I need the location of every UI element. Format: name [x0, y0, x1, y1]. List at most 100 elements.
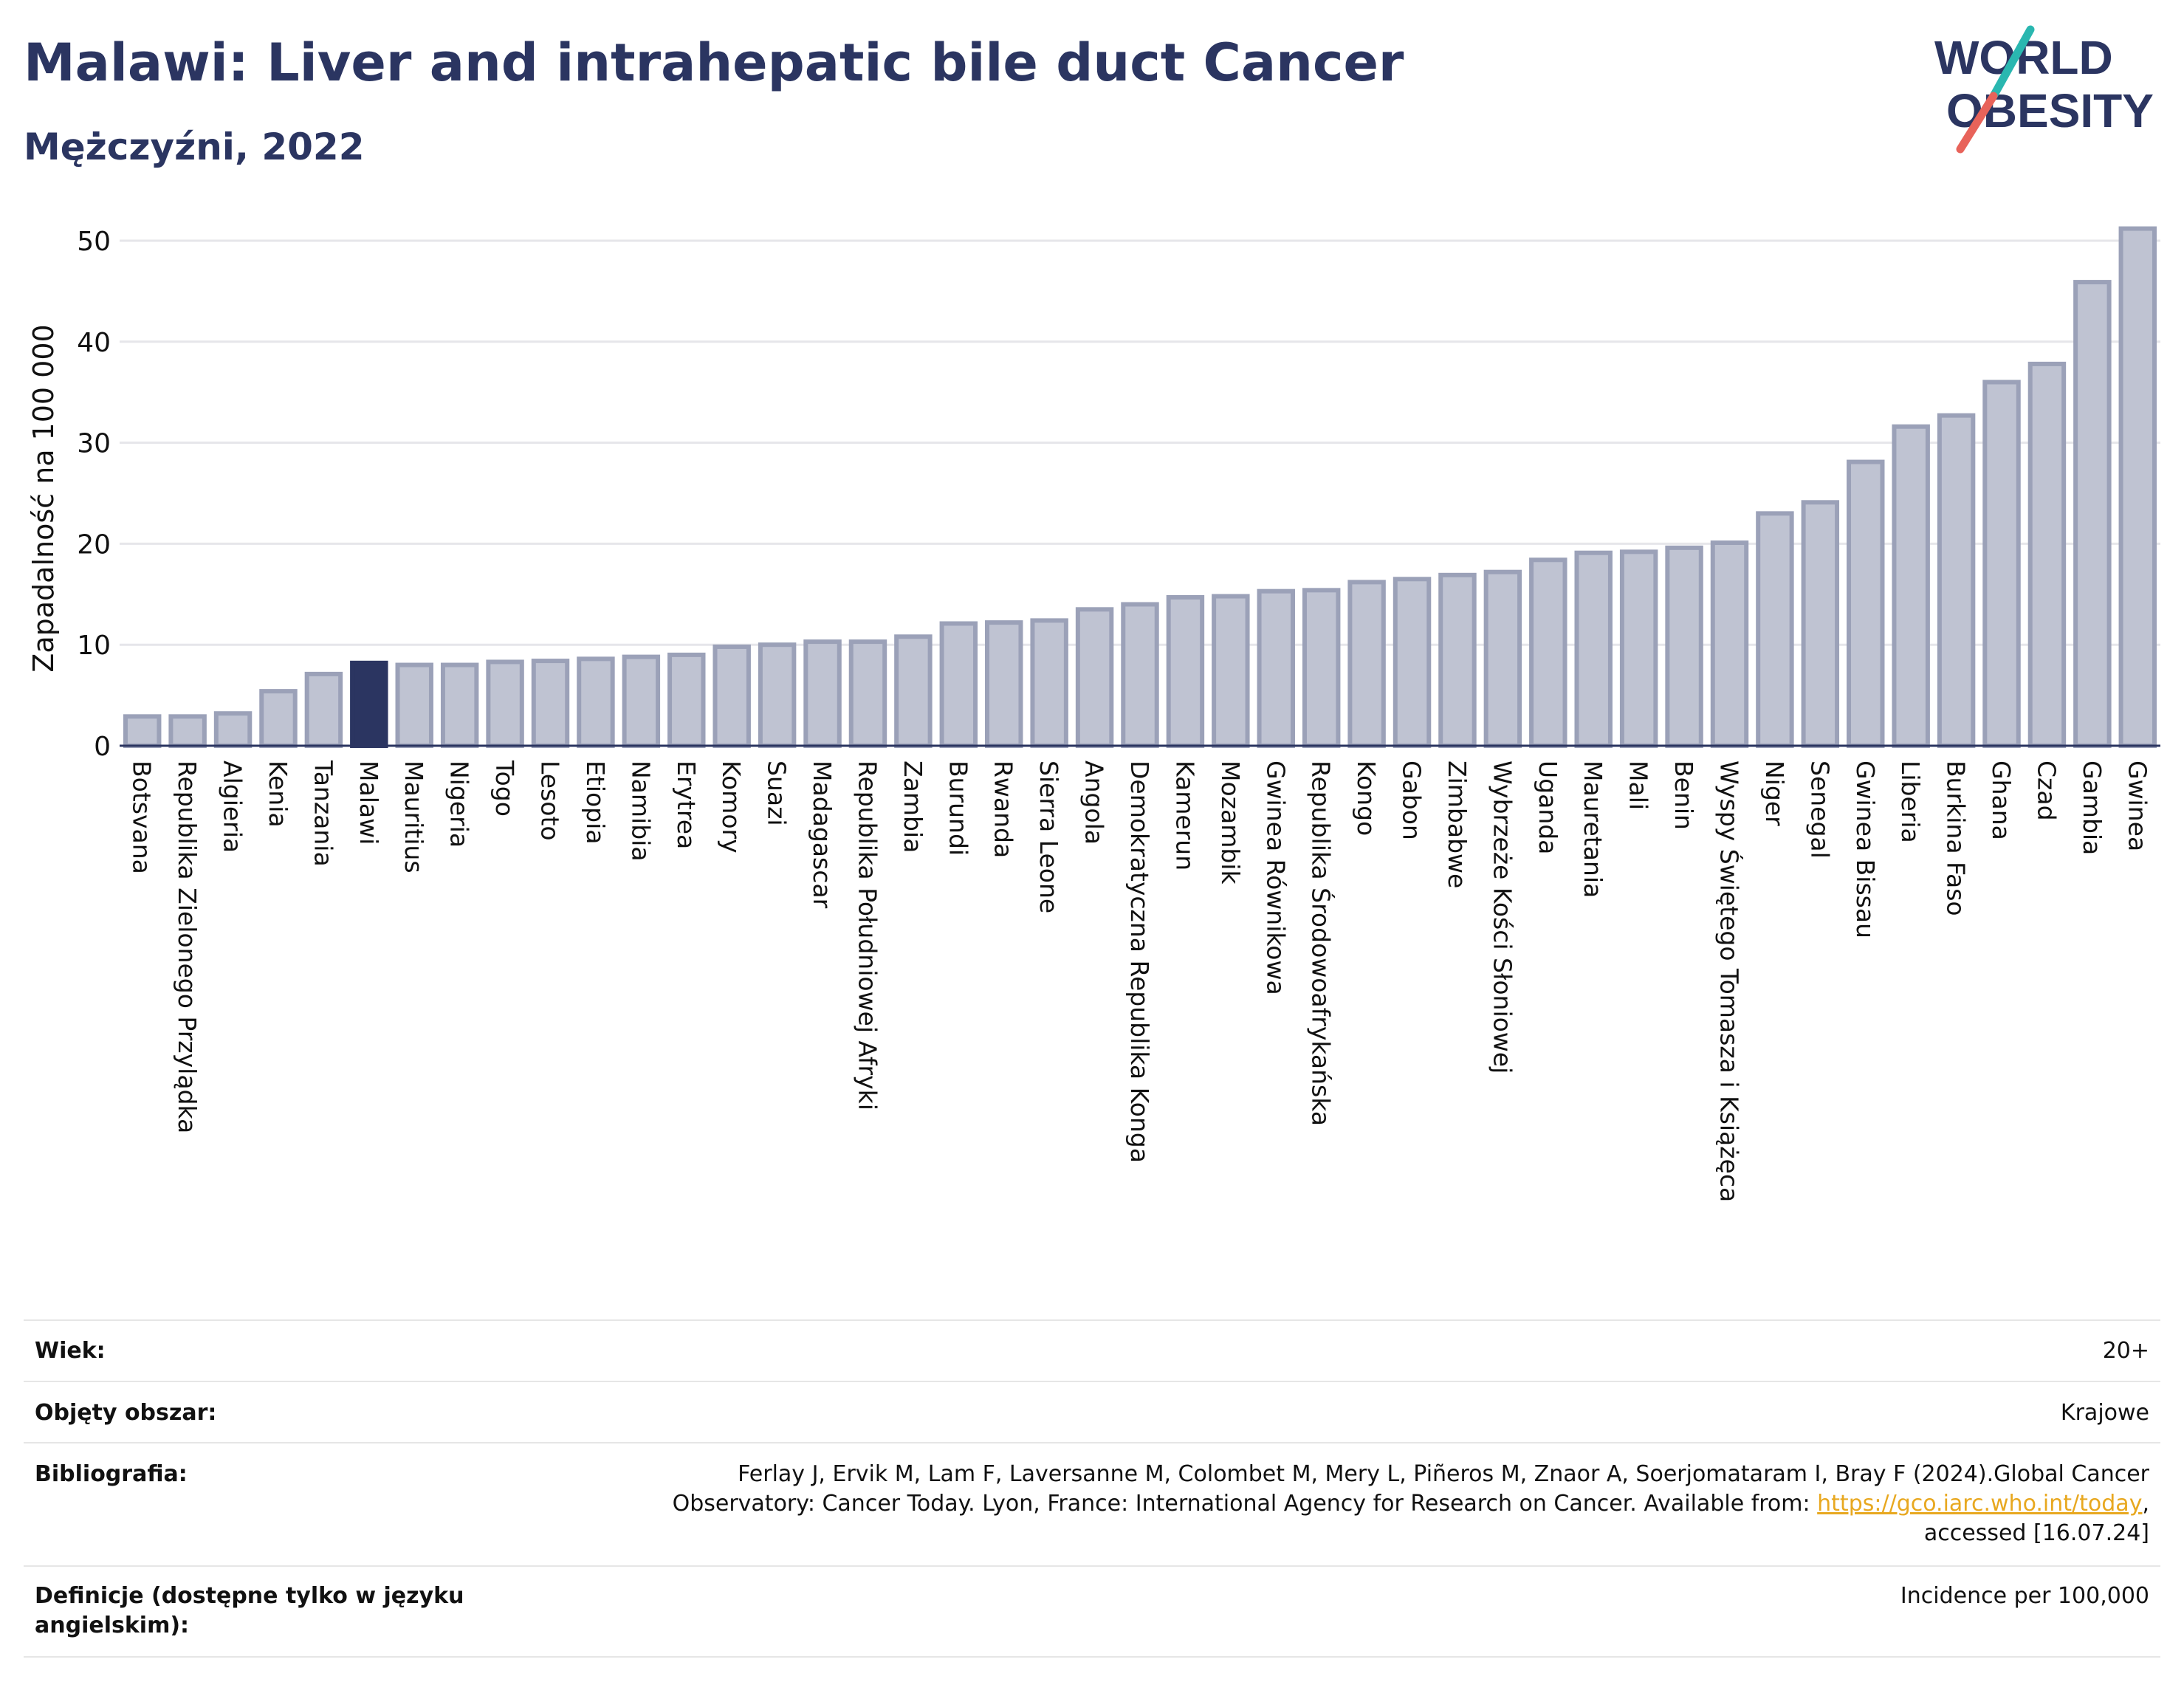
x-tick-label: Ghana: [1987, 761, 2016, 840]
bar-tanzania[interactable]: [304, 671, 343, 749]
meta-age-label: Wiek:: [35, 1338, 106, 1364]
x-tick-label: Suazi: [763, 761, 791, 826]
x-tick-label: Botsvana: [128, 761, 157, 874]
bar-mauritius[interactable]: [395, 662, 433, 748]
bar-burkina-faso[interactable]: [1937, 413, 1976, 748]
x-tick-label: Czad: [2032, 761, 2061, 821]
bar-sierra-leone[interactable]: [1030, 618, 1068, 748]
y-tick-label: 50: [77, 227, 111, 257]
bar-benin[interactable]: [1665, 545, 1703, 748]
bar-czad[interactable]: [2027, 361, 2067, 748]
bar-etiopia[interactable]: [577, 656, 615, 748]
bar-madagascar[interactable]: [803, 639, 842, 749]
bar-gambia[interactable]: [2073, 280, 2112, 748]
bar-suazi[interactable]: [758, 642, 797, 749]
bibliography-link[interactable]: https://gco.iarc.who.int/today: [1817, 1491, 2143, 1517]
x-tick-label: Malawi: [354, 761, 383, 845]
divider: [24, 1656, 2160, 1658]
x-tick-label: Erytrea: [672, 761, 701, 849]
bar-togo[interactable]: [486, 659, 524, 748]
bar-burundi[interactable]: [939, 621, 978, 748]
x-tick-label: Mauretania: [1579, 761, 1607, 898]
meta-def-value: Incidence per 100,000: [1900, 1583, 2149, 1609]
bar-botsvana[interactable]: [123, 714, 162, 749]
x-tick-label: Wyspy Świętego Tomasza i Książęca: [1714, 761, 1744, 1202]
y-tick-label: 0: [94, 732, 111, 762]
x-tick-label: Burkina Faso: [1942, 761, 1971, 916]
x-tick-label: Gwinea: [2123, 761, 2152, 851]
y-axis-label: Zapadalność na 100 000: [27, 324, 60, 672]
bar-senegal[interactable]: [1801, 500, 1840, 748]
bar-liberia[interactable]: [1892, 424, 1930, 748]
bar-republika-zielonego-przylądka[interactable]: [168, 714, 207, 749]
bar-gwinea[interactable]: [2118, 226, 2157, 749]
bar-gwinea-równikowa[interactable]: [1257, 588, 1295, 748]
bar-demokratyczna-republika-konga[interactable]: [1121, 602, 1159, 748]
meta-bib-line2: Observatory: Cancer Today. Lyon, France:…: [599, 1489, 2149, 1519]
bar-mozambik[interactable]: [1212, 594, 1250, 749]
y-tick-label: 40: [77, 328, 111, 358]
bar-ghana[interactable]: [1982, 380, 2021, 749]
meta-area-label: Objęty obszar:: [35, 1400, 217, 1426]
x-tick-label: Kamerun: [1170, 761, 1199, 871]
x-tick-label: Mozambik: [1216, 761, 1245, 885]
bar-kenia[interactable]: [259, 689, 298, 748]
meta-age-value: 20+: [2102, 1338, 2149, 1364]
bar-angola[interactable]: [1075, 607, 1114, 748]
bar-namibia[interactable]: [622, 654, 661, 749]
x-tick-label: Togo: [490, 760, 519, 817]
x-tick-label: Republika Południowej Afryki: [853, 761, 882, 1110]
meta-bib-text: ,: [2142, 1491, 2149, 1517]
bar-kongo[interactable]: [1347, 580, 1386, 748]
bar-wybrzeże-kości-słoniowej[interactable]: [1483, 569, 1522, 748]
bar-wyspy-świętego-tomasza-i-książęca[interactable]: [1710, 540, 1749, 748]
meta-definition-row: Definicje (dostępne tylko w języku angie…: [24, 1567, 2160, 1655]
bar-kamerun[interactable]: [1166, 594, 1205, 748]
bar-niger[interactable]: [1756, 511, 1794, 748]
y-tick-label: 10: [77, 631, 111, 661]
meta-bib-value: Ferlay J, Ervik M, Lam F, Laversanne M, …: [599, 1460, 2149, 1548]
bar-gwinea-bissau[interactable]: [1847, 459, 1885, 748]
x-tick-label: Mali: [1624, 761, 1653, 810]
bar-algieria[interactable]: [213, 711, 253, 748]
bar-gabon[interactable]: [1393, 577, 1432, 749]
x-tick-label: Burundi: [944, 761, 972, 856]
x-tick-label: Rwanda: [989, 761, 1018, 858]
page-subtitle: Mężczyźni, 2022: [24, 126, 365, 168]
x-tick-label: Madagascar: [808, 761, 837, 909]
bar-komory[interactable]: [712, 644, 751, 748]
bar-erytrea[interactable]: [667, 652, 706, 749]
meta-def-label: Definicje (dostępne tylko w języku angie…: [35, 1583, 464, 1638]
bar-rwanda[interactable]: [985, 620, 1023, 748]
bar-nigeria[interactable]: [440, 662, 479, 748]
x-tick-label: Gwinea Równikowa: [1261, 761, 1290, 995]
bar-malawi[interactable]: [350, 660, 388, 748]
x-tick-label: Zambia: [899, 761, 927, 853]
x-tick-label: Liberia: [1896, 761, 1925, 843]
x-tick-label: Gwinea Bissau: [1851, 761, 1880, 938]
x-tick-label: Angola: [1080, 761, 1109, 845]
meta-bib-line1: Ferlay J, Ervik M, Lam F, Laversanne M, …: [738, 1461, 2149, 1487]
x-tick-label: Kongo: [1352, 761, 1381, 836]
x-tick-label: Etiopia: [581, 761, 610, 845]
bar-uganda[interactable]: [1529, 557, 1567, 749]
x-tick-label: Demokratyczna Republika Konga: [1125, 761, 1154, 1163]
x-tick-label: Zimbabwe: [1443, 761, 1472, 888]
x-tick-label: Tanzania: [309, 760, 337, 867]
bar-republika-środowoafrykańska[interactable]: [1302, 588, 1341, 748]
bar-zimbabwe[interactable]: [1438, 572, 1477, 748]
bar-mauretania[interactable]: [1574, 550, 1613, 748]
meta-bib-line3: accessed [16.07.24]: [1923, 1520, 2149, 1546]
page-title: Malawi: Liver and intrahepatic bile duct…: [24, 32, 1404, 93]
x-tick-label: Gabon: [1398, 761, 1426, 840]
bar-republika-południowej-afryki[interactable]: [848, 639, 887, 749]
bar-mali[interactable]: [1619, 549, 1658, 748]
bar-lesoto[interactable]: [531, 659, 570, 749]
bar-zambia[interactable]: [894, 634, 933, 748]
x-tick-label: Wybrzeże Kości Słoniowej: [1488, 761, 1517, 1074]
world-obesity-logo: WORLD OBESITY: [1934, 25, 2154, 154]
divider: [24, 1381, 2160, 1382]
divider: [24, 1565, 2160, 1567]
divider: [24, 1319, 2160, 1321]
x-tick-label: Senegal: [1805, 761, 1834, 859]
